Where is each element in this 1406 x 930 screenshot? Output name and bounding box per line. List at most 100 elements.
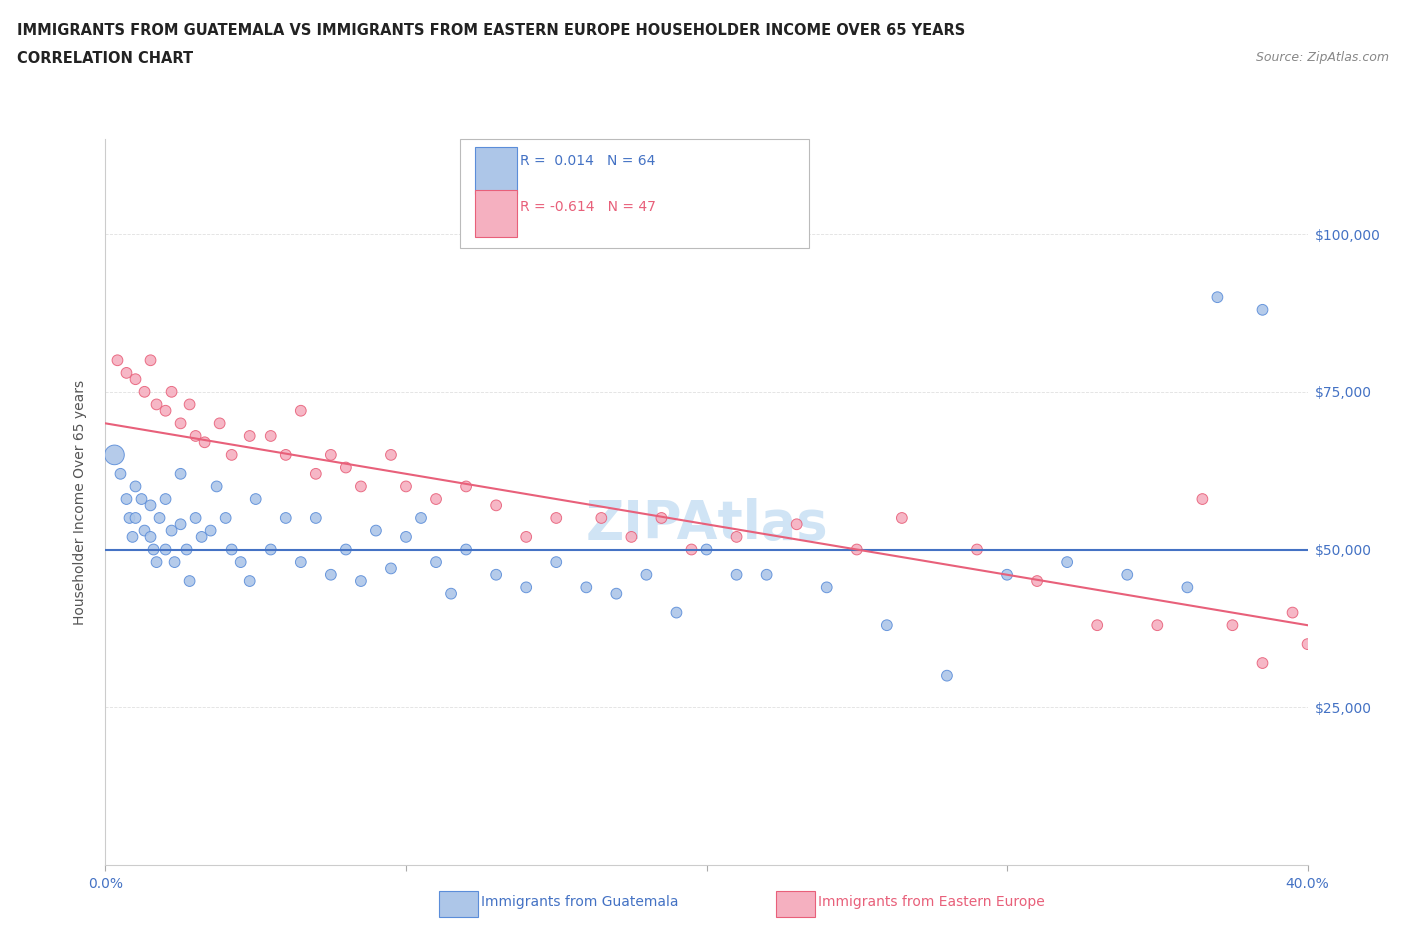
Point [845, 542, 868, 557]
Point [1296, 637, 1319, 652]
Point [725, 529, 748, 544]
Point [221, 447, 243, 462]
Point [650, 511, 672, 525]
Point [110, 466, 132, 481]
Point [184, 511, 207, 525]
Point [176, 542, 198, 557]
Point [440, 586, 463, 601]
Text: R = -0.614   N = 47: R = -0.614 N = 47 [520, 200, 657, 214]
Point [124, 479, 146, 494]
Point [1222, 618, 1244, 632]
Point [124, 511, 146, 525]
Point [155, 404, 177, 418]
Point [1281, 605, 1303, 620]
Point [1206, 290, 1229, 305]
Point [485, 567, 508, 582]
FancyBboxPatch shape [474, 191, 516, 237]
Point [515, 529, 537, 544]
Text: IMMIGRANTS FROM GUATEMALA VS IMMIGRANTS FROM EASTERN EUROPE HOUSEHOLDER INCOME O: IMMIGRANTS FROM GUATEMALA VS IMMIGRANTS … [17, 23, 965, 38]
Point [124, 372, 146, 387]
Point [205, 479, 228, 494]
Point [1251, 656, 1274, 671]
Point [1056, 554, 1078, 569]
Point [239, 574, 262, 589]
Point [260, 542, 283, 557]
Point [239, 429, 262, 444]
Text: R =  0.014   N = 64: R = 0.014 N = 64 [520, 154, 655, 168]
Point [139, 352, 162, 367]
Point [1175, 580, 1198, 595]
Point [335, 460, 357, 475]
Point [145, 554, 167, 569]
Point [876, 618, 898, 632]
Point [169, 416, 191, 431]
Text: Immigrants from Guatemala: Immigrants from Guatemala [481, 895, 678, 910]
Point [1026, 574, 1049, 589]
Point [395, 479, 418, 494]
Point [485, 498, 508, 512]
Point [139, 529, 162, 544]
Point [1191, 492, 1213, 507]
Point [131, 492, 153, 507]
Point [121, 529, 143, 544]
Point [179, 397, 201, 412]
Point [1312, 618, 1334, 632]
Point [966, 542, 988, 557]
Point [319, 567, 342, 582]
Point [194, 435, 217, 450]
Point [515, 580, 537, 595]
Point [190, 529, 212, 544]
Point [636, 567, 658, 582]
Point [380, 447, 402, 462]
Point [319, 447, 342, 462]
Point [995, 567, 1018, 582]
Point [169, 517, 191, 532]
Point [380, 561, 402, 576]
Point [620, 529, 643, 544]
Point [274, 511, 297, 525]
Point [179, 574, 201, 589]
Point [395, 529, 418, 544]
Point [696, 542, 718, 557]
Point [148, 511, 170, 525]
Point [274, 447, 297, 462]
Point [208, 416, 231, 431]
Text: Source: ZipAtlas.com: Source: ZipAtlas.com [1256, 51, 1389, 64]
Point [755, 567, 778, 582]
Point [155, 492, 177, 507]
Point [169, 466, 191, 481]
Point [409, 511, 432, 525]
Y-axis label: Householder Income Over 65 years: Householder Income Over 65 years [73, 379, 87, 625]
Point [1251, 302, 1274, 317]
Point [163, 554, 186, 569]
Point [115, 365, 138, 380]
FancyBboxPatch shape [460, 140, 808, 248]
Point [155, 542, 177, 557]
Point [115, 492, 138, 507]
Point [425, 554, 447, 569]
Point [107, 352, 129, 367]
Point [815, 580, 838, 595]
Point [142, 542, 165, 557]
Point [454, 542, 477, 557]
Point [1085, 618, 1108, 632]
Point [200, 524, 222, 538]
Point [665, 605, 688, 620]
Point [245, 492, 267, 507]
Point [103, 447, 125, 462]
Point [305, 466, 328, 481]
Point [350, 479, 373, 494]
Point [290, 404, 312, 418]
Text: ZIPAtlas: ZIPAtlas [585, 498, 828, 550]
Point [184, 429, 207, 444]
Point [335, 542, 357, 557]
Point [364, 524, 387, 538]
Point [145, 397, 167, 412]
Point [118, 511, 141, 525]
Point [591, 511, 613, 525]
Text: CORRELATION CHART: CORRELATION CHART [17, 51, 193, 66]
Point [139, 498, 162, 512]
Point [260, 429, 283, 444]
Point [786, 517, 808, 532]
Text: Immigrants from Eastern Europe: Immigrants from Eastern Europe [818, 895, 1045, 910]
